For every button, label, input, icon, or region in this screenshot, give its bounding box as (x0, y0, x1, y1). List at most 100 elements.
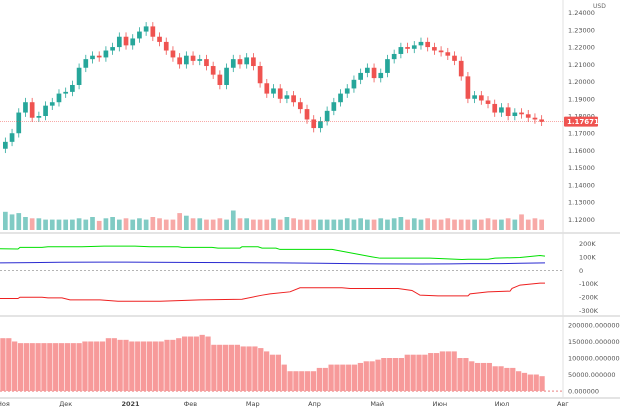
volume-bar (378, 218, 384, 230)
indicator-2-bar (527, 374, 533, 392)
volume-bar (344, 218, 350, 230)
indicator-2-bar (422, 354, 428, 392)
indicator-2-bar (35, 343, 41, 392)
volume-bar (237, 218, 243, 230)
indicator-2-bar (381, 358, 387, 392)
indicator-2-bar (187, 336, 194, 392)
indicator-2-bar (293, 371, 299, 392)
volume-bar (197, 218, 203, 230)
indicator-2-bar (211, 344, 217, 392)
volume-bar (485, 218, 491, 230)
indicator-2-bar (222, 344, 229, 392)
volume-bar (63, 219, 69, 230)
indicator-2-bar (539, 376, 545, 392)
volume-bar (458, 219, 464, 230)
indicator-2-bar (416, 354, 422, 392)
candle-body (371, 67, 377, 79)
indicator-2-bar (398, 358, 405, 392)
candle-body (385, 59, 390, 73)
candle-body (244, 57, 250, 65)
candle-body (331, 102, 337, 111)
volume-bar (143, 219, 149, 230)
time-tick-label: Июл (495, 400, 510, 408)
indicator-2-bar (515, 371, 522, 392)
indicator-2-bar (47, 343, 53, 392)
volume-bar (110, 217, 115, 230)
candle-body (116, 36, 122, 48)
indicator-2-bar (240, 346, 246, 392)
candle-body (485, 100, 491, 104)
candle-body (378, 72, 384, 79)
indicator-2-bar (322, 367, 328, 392)
currency-label: USD (593, 3, 606, 10)
candle-body (532, 117, 538, 120)
volume-bar (83, 219, 89, 230)
indicator-2-bar (164, 339, 170, 392)
volume-bar (9, 214, 15, 230)
candle-body (539, 119, 544, 122)
volume-bar (499, 219, 504, 230)
volume-bar (177, 213, 182, 230)
indicator-panel-1[interactable] (0, 234, 563, 315)
price-tick-label: 1.23000 (568, 26, 595, 34)
price-panel[interactable] (0, 0, 563, 232)
candle-body (492, 103, 498, 113)
candle-body (130, 38, 136, 46)
indicator-2-bar (252, 346, 258, 392)
candle-body (197, 59, 203, 61)
price-tick-label: 1.18000 (568, 113, 595, 121)
indicator-1-tick-label: 100K (579, 253, 596, 261)
indicator-2-bar (158, 341, 164, 392)
indicator-2-bar (258, 348, 264, 392)
indicator-2-bar (12, 341, 18, 392)
indicator-2-bar (275, 354, 281, 392)
candle-body (458, 60, 464, 77)
time-tick-label: Июн (433, 400, 448, 408)
price-tick-label: 1.12000 (568, 216, 595, 224)
indicator-2-bar (310, 371, 317, 392)
volume-bar (351, 219, 357, 230)
candle-body (163, 41, 169, 51)
indicator-2-bar (64, 343, 71, 392)
candle-body (405, 47, 410, 49)
candle-body (465, 76, 471, 99)
volume-bar (318, 219, 323, 230)
volume-bar (512, 219, 518, 230)
indicator-2-bar (0, 338, 6, 392)
candle-body (157, 36, 162, 42)
indicator-2-bar (486, 362, 492, 392)
candle-body (63, 91, 69, 94)
volume-bar (411, 218, 417, 230)
volume-bar (217, 218, 223, 230)
volume-bar (385, 219, 390, 230)
candle-body (257, 66, 263, 84)
indicator-2-bar (217, 344, 223, 392)
time-axis: Ноя Дек 2021 Фев Мар Апр Май Июн Июл Авг (0, 400, 569, 408)
price-tick-label: 1.22000 (568, 44, 595, 52)
candle-body (525, 114, 531, 118)
volume-bar (405, 219, 410, 230)
candle-body (304, 109, 310, 120)
indicator-2-bar (492, 366, 498, 392)
candle-body (23, 102, 28, 113)
indicator-2-bar (17, 343, 24, 392)
indicator-2-bar (305, 371, 311, 392)
price-tick-label: 1.14000 (568, 181, 595, 189)
indicator-2-bar (117, 339, 123, 392)
volume-bar (365, 219, 370, 230)
candle-body (519, 112, 524, 115)
candle-body (170, 50, 176, 58)
indicator-2-bar (58, 343, 65, 392)
indicator-2-bar (88, 341, 94, 392)
indicator-2-bar (41, 343, 47, 392)
volume-bar (23, 217, 28, 230)
volume-bar (271, 218, 276, 230)
indicator-1-tick-label: -200K (579, 294, 599, 302)
candle-body (318, 121, 323, 129)
candle-body (237, 59, 243, 65)
time-tick-label: Дек (59, 400, 72, 408)
candle-body (478, 95, 484, 101)
indicator-2-bar (140, 341, 147, 392)
volume-bar (492, 219, 498, 230)
